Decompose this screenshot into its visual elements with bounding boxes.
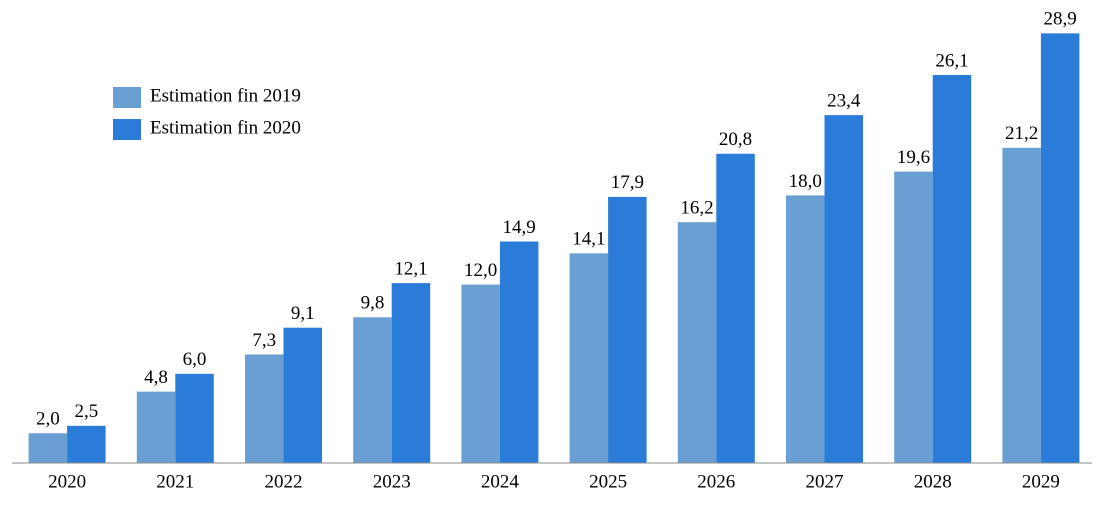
value-label: 16,2 <box>680 198 713 219</box>
bar <box>894 171 933 463</box>
bar <box>786 195 825 463</box>
legend-swatch <box>113 119 141 140</box>
x-tick-label: 2024 <box>481 471 520 492</box>
bar <box>677 222 717 463</box>
value-label: 9,8 <box>361 293 385 314</box>
value-label: 21,2 <box>1005 123 1038 144</box>
value-label: 18,0 <box>789 171 822 192</box>
bar <box>245 354 284 463</box>
bar <box>608 196 647 464</box>
x-tick-label: 2023 <box>373 471 411 492</box>
x-tick-label: 2021 <box>156 471 194 492</box>
bar <box>283 327 322 463</box>
value-label: 12,0 <box>464 260 497 281</box>
value-label: 17,9 <box>611 172 644 193</box>
bar <box>932 74 972 463</box>
value-label: 4,8 <box>144 367 168 388</box>
value-label: 28,9 <box>1044 9 1077 30</box>
bar <box>175 373 214 463</box>
value-label: 6,0 <box>183 349 207 370</box>
bar <box>499 241 539 463</box>
x-tick-label: 2020 <box>48 471 86 492</box>
value-label: 7,3 <box>252 330 276 351</box>
legend-label: Estimation fin 2020 <box>150 117 301 138</box>
value-label: 2,0 <box>36 409 60 430</box>
x-tick-label: 2029 <box>1022 471 1060 492</box>
value-label: 14,9 <box>503 217 536 238</box>
bar <box>28 433 68 463</box>
value-label: 14,1 <box>572 229 605 250</box>
value-label: 23,4 <box>827 90 861 111</box>
bar <box>569 253 609 463</box>
x-tick-label: 2025 <box>589 471 627 492</box>
legend-label: Estimation fin 2019 <box>150 85 301 106</box>
value-label: 19,6 <box>897 147 930 168</box>
x-tick-label: 2026 <box>697 471 735 492</box>
value-label: 2,5 <box>74 401 98 422</box>
legend-swatch <box>113 87 141 108</box>
value-label: 12,1 <box>394 258 427 279</box>
bar <box>1040 33 1080 463</box>
x-tick-label: 2028 <box>914 471 952 492</box>
bar <box>391 283 431 463</box>
x-tick-label: 2022 <box>265 471 303 492</box>
value-label: 20,8 <box>719 129 752 150</box>
bar <box>136 391 176 463</box>
value-label: 9,1 <box>291 303 315 324</box>
bar <box>1002 147 1041 463</box>
value-label: 26,1 <box>935 50 968 71</box>
bar <box>824 115 863 464</box>
bar <box>353 317 392 463</box>
bar <box>67 425 106 463</box>
bar <box>716 153 755 464</box>
x-tick-label: 2027 <box>806 471 844 492</box>
bar <box>461 284 500 463</box>
